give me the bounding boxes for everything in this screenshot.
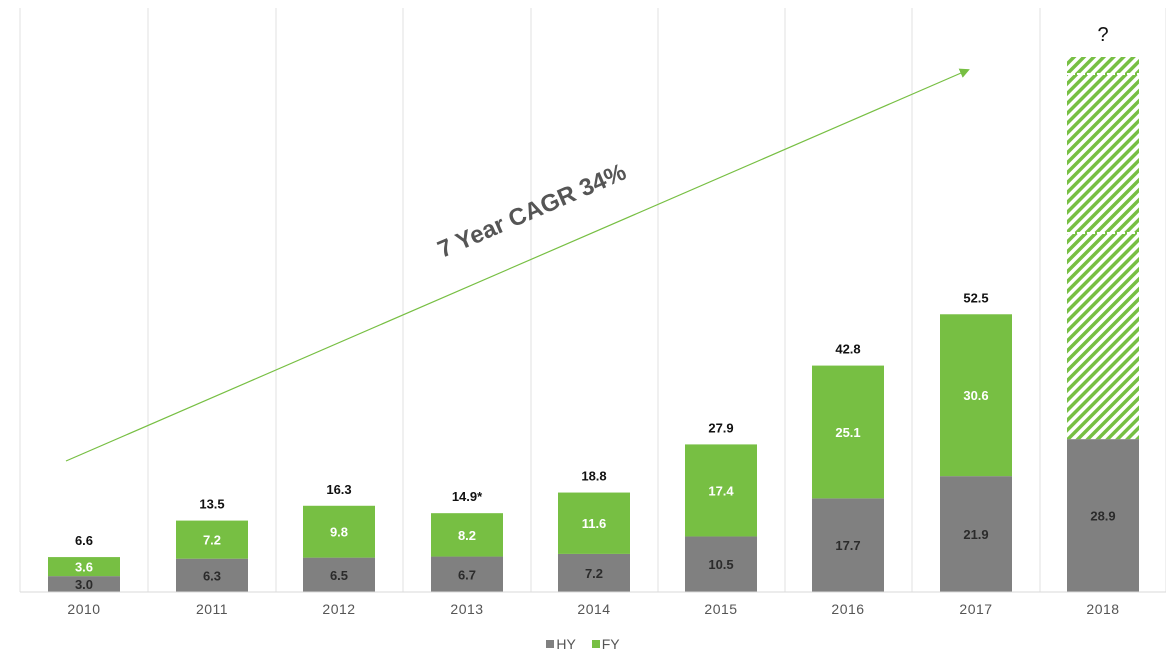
legend-label-hy: HY	[556, 636, 576, 652]
bar-hy-2017	[940, 476, 1012, 592]
bars-group	[48, 57, 1139, 592]
bar-fy-2012	[303, 505, 375, 558]
bar-fy-2014	[558, 492, 630, 554]
value-label-fy-2012: 9.8	[330, 525, 348, 540]
value-label-fy-2017: 30.6	[963, 388, 988, 403]
bar-fy-2011	[176, 520, 248, 559]
bar-fy-2010	[48, 557, 120, 577]
x-tick-2017: 2017	[959, 601, 992, 617]
bar-fy-2017	[940, 314, 1012, 477]
bar-fy-2016	[812, 365, 884, 499]
total-label-2012: 16.3	[326, 482, 351, 497]
cagr-arrow	[65, 68, 970, 462]
cagr-text: 7 Year CAGR 34%	[434, 159, 630, 264]
bar-hy-2013	[431, 556, 503, 592]
bar-hy-2012	[303, 557, 375, 592]
value-label-hy-2017: 21.9	[963, 527, 988, 542]
x-tick-labels: 2010 2011 2012 2013 2014 2015 2016 2017 2018	[67, 601, 1119, 617]
labels-group: 3.0 3.6 6.6 6.3 7.2 13.5 6.5 9.8 16.3 6.7 8.2 14.9*…	[75, 24, 1116, 592]
value-label-fy-2016: 25.1	[835, 425, 860, 440]
value-label-fy-2013: 8.2	[458, 528, 476, 543]
value-label-hy-2011: 6.3	[203, 568, 221, 583]
legend-swatch-hy	[546, 640, 555, 648]
bar-fy-2015	[685, 444, 757, 537]
x-tick-2013: 2013	[450, 601, 483, 617]
x-tick-2018: 2018	[1086, 601, 1119, 617]
total-label-2013: 14.9*	[452, 489, 483, 504]
bar-hy-2016	[812, 498, 884, 592]
bar-hy-2015	[685, 536, 757, 592]
value-label-hy-2010: 3.0	[75, 577, 93, 592]
value-label-hy-2018: 28.9	[1090, 509, 1115, 524]
total-label-2014: 18.8	[581, 469, 606, 484]
legend-swatch-fy	[591, 640, 600, 648]
bar-hy-2010	[48, 576, 120, 592]
value-label-fy-2014: 11.6	[582, 516, 607, 531]
grid-lines	[19, 8, 1166, 592]
bar-forecast-2018	[1067, 57, 1139, 440]
value-label-hy-2015: 10.5	[708, 557, 733, 572]
total-label-2018: ?	[1097, 24, 1108, 46]
legend-item-hy: HY	[546, 636, 576, 652]
value-label-fy-2010: 3.6	[75, 560, 93, 575]
x-tick-2011: 2011	[196, 601, 228, 617]
bar-hy-2018	[1067, 439, 1139, 592]
total-label-2016: 42.8	[835, 342, 860, 357]
bar-hy-2014	[558, 553, 630, 592]
legend: HY FY	[0, 636, 1166, 652]
x-tick-2010: 2010	[67, 601, 100, 617]
value-label-fy-2011: 7.2	[203, 533, 221, 548]
value-label-fy-2015: 17.4	[708, 483, 734, 498]
total-label-2015: 27.9	[708, 420, 733, 435]
legend-label-fy: FY	[601, 636, 620, 652]
total-label-2010: 6.6	[75, 533, 93, 548]
x-tick-2016: 2016	[831, 601, 864, 617]
x-tick-2012: 2012	[322, 601, 355, 617]
value-label-hy-2014: 7.2	[585, 566, 603, 581]
total-label-2017: 52.5	[963, 290, 988, 305]
x-tick-2014: 2014	[577, 601, 610, 617]
legend-item-fy: FY	[591, 636, 620, 652]
x-tick-2015: 2015	[704, 601, 737, 617]
value-label-hy-2012: 6.5	[330, 568, 348, 583]
bar-hy-2011	[176, 558, 248, 592]
value-label-hy-2013: 6.7	[458, 567, 476, 582]
total-label-2011: 13.5	[199, 497, 224, 512]
value-label-hy-2016: 17.7	[835, 538, 860, 553]
bar-fy-2013	[431, 513, 503, 557]
